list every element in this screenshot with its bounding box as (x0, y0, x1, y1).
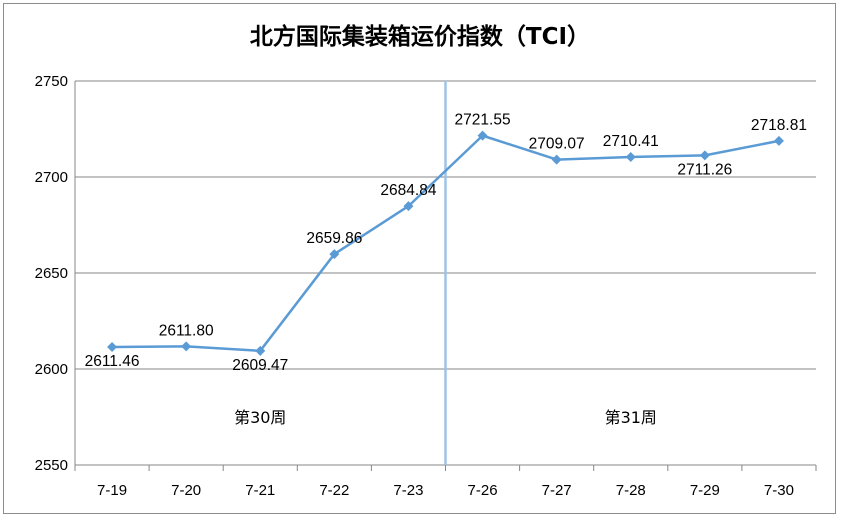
data-point-marker (773, 135, 784, 146)
data-point-marker (699, 150, 710, 161)
data-label: 2709.07 (529, 136, 585, 153)
series-line (112, 134, 780, 353)
x-tick-label: 7-30 (764, 482, 794, 499)
x-tick-label: 7-23 (393, 482, 423, 499)
data-label: 2611.46 (85, 353, 140, 370)
week-label: 第31周 (605, 408, 657, 427)
y-tick-label: 2550 (35, 457, 68, 474)
chart-title: 北方国际集装箱运价指数（TCI） (250, 23, 590, 50)
x-tick-label: 7-19 (97, 482, 127, 499)
data-point-marker (107, 341, 118, 352)
data-label: 2721.55 (455, 112, 511, 129)
y-tick-label: 2650 (35, 265, 68, 282)
data-label: 2711.26 (677, 161, 732, 178)
y-tick-label: 2600 (35, 361, 68, 378)
data-point-marker (255, 345, 266, 356)
chart-frame (3, 3, 836, 514)
data-label: 2659.86 (306, 230, 362, 247)
x-tick-label: 7-28 (616, 482, 646, 499)
data-point-marker (403, 201, 414, 212)
data-point-marker (551, 154, 562, 165)
data-label: 2609.47 (232, 357, 288, 374)
x-tick-label: 7-20 (171, 482, 201, 499)
data-label: 2611.80 (159, 322, 214, 339)
data-point-marker (625, 152, 636, 163)
data-label: 2718.81 (751, 117, 807, 134)
data-point-marker (329, 249, 340, 260)
data-point-marker (477, 130, 488, 141)
x-tick-label: 7-29 (690, 482, 720, 499)
x-tick-label: 7-21 (245, 482, 275, 499)
x-tick-label: 7-26 (468, 482, 498, 499)
week-label: 第30周 (234, 408, 286, 427)
data-label: 2710.41 (603, 133, 659, 150)
y-tick-label: 2700 (35, 169, 68, 186)
data-label: 2684.84 (380, 182, 436, 199)
data-point-marker (181, 341, 192, 352)
x-tick-label: 7-22 (319, 482, 349, 499)
x-tick-label: 7-27 (542, 482, 572, 499)
y-tick-label: 2750 (35, 73, 68, 90)
